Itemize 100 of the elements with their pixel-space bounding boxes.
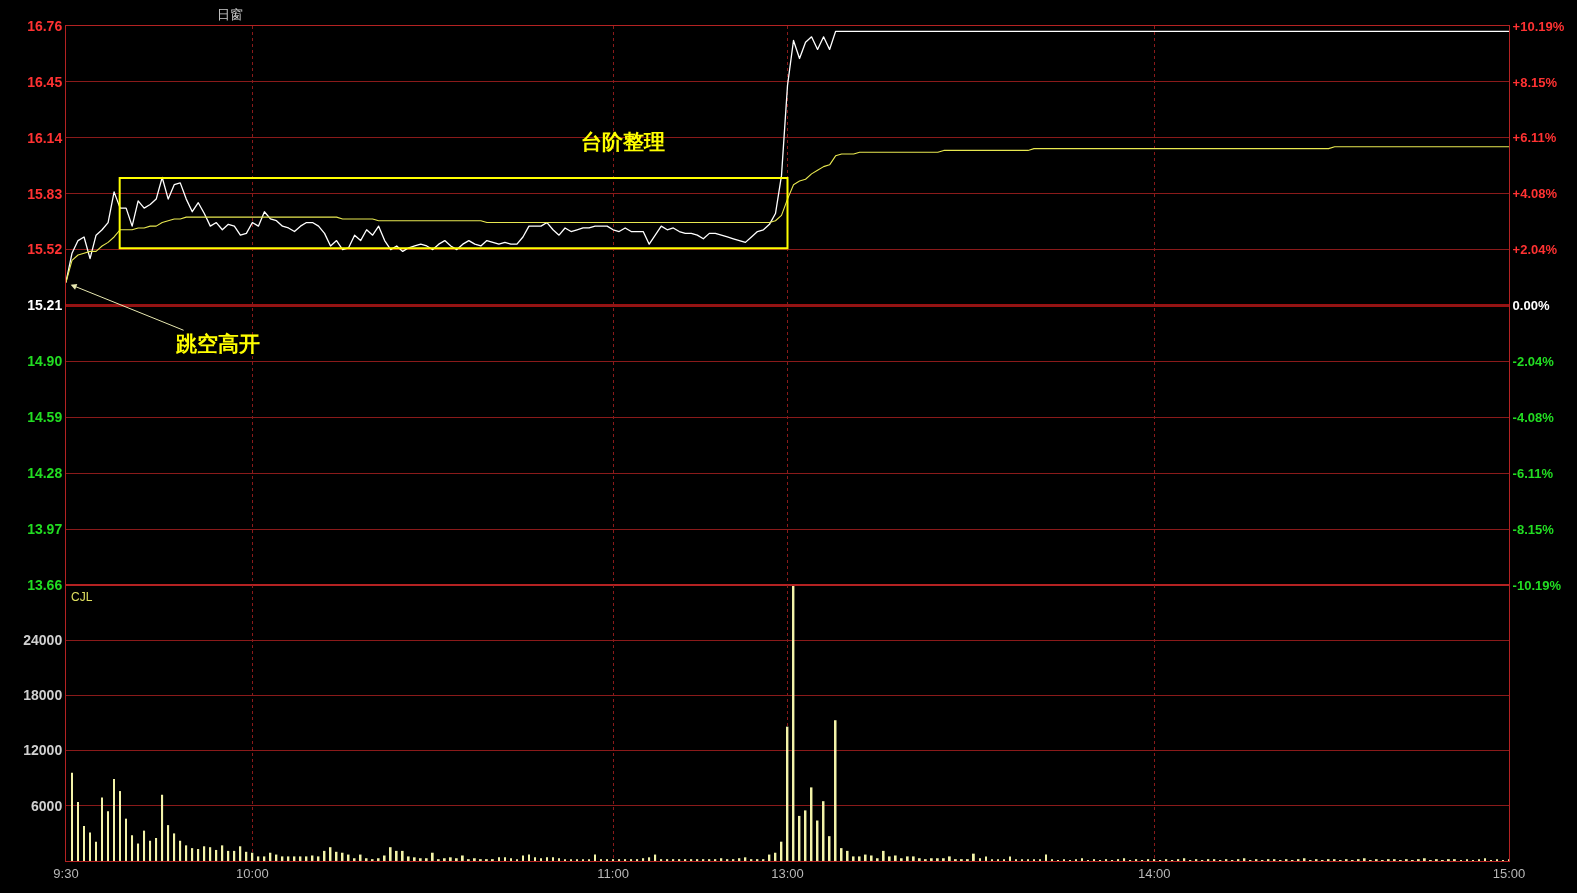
- bar: [906, 856, 909, 861]
- bar: [377, 858, 380, 861]
- bar: [888, 856, 891, 861]
- bar: [359, 854, 362, 861]
- y-tick-label: 24000: [23, 632, 63, 649]
- bar: [900, 858, 903, 861]
- bar: [864, 854, 867, 861]
- bar: [528, 854, 530, 861]
- bar: [185, 845, 188, 861]
- y-tick-label: 18000: [23, 687, 63, 704]
- bar: [1423, 858, 1426, 861]
- bar: [191, 848, 194, 861]
- bar: [281, 856, 284, 861]
- y2-tick-label: -8.15%: [1512, 521, 1555, 537]
- bar: [840, 848, 843, 861]
- x-tick-label: 14:00: [1137, 865, 1171, 881]
- text: CJL: [71, 590, 93, 604]
- bar: [209, 847, 212, 861]
- bar: [389, 847, 392, 861]
- bar: [1243, 858, 1246, 861]
- bar: [83, 826, 85, 861]
- bar: [167, 825, 170, 861]
- bar: [744, 857, 747, 861]
- x-tick-label: 13:00: [771, 865, 804, 881]
- bar: [431, 852, 434, 861]
- y-tick-label: 15.52: [27, 241, 63, 258]
- bar: [155, 838, 158, 861]
- bar: [1081, 858, 1084, 861]
- bar: [720, 858, 723, 861]
- x-tick-label: 9:30: [53, 865, 79, 881]
- bar: [413, 857, 416, 861]
- bar: [293, 856, 296, 861]
- bar: [1123, 858, 1126, 861]
- bar: [985, 856, 987, 861]
- y2-tick-label: +10.19%: [1512, 18, 1565, 34]
- bar: [894, 855, 897, 861]
- bar: [401, 850, 404, 861]
- bar: [834, 720, 837, 861]
- annotation: 台阶整理: [581, 130, 665, 154]
- bar: [305, 856, 308, 861]
- bar: [473, 858, 476, 861]
- bar: [89, 832, 91, 861]
- bar: [383, 855, 386, 861]
- y-tick-label: 16.76: [27, 17, 63, 34]
- bar: [912, 856, 915, 861]
- y2-tick-label: -6.11%: [1512, 465, 1554, 481]
- bar: [504, 857, 506, 861]
- bar: [558, 858, 560, 861]
- bar: [143, 830, 146, 861]
- bar: [876, 858, 879, 861]
- x-tick-label: 15:00: [1492, 865, 1526, 881]
- bar: [540, 858, 542, 861]
- bar: [948, 856, 951, 861]
- bar: [1045, 854, 1047, 861]
- bar: [870, 855, 873, 861]
- bar: [257, 856, 260, 861]
- bar: [979, 858, 981, 861]
- bar: [942, 858, 945, 861]
- bar: [648, 857, 651, 861]
- bar: [131, 835, 134, 861]
- y-tick-label: 12000: [23, 742, 63, 759]
- bar: [299, 856, 302, 861]
- y-tick-label: 14.28: [27, 465, 63, 482]
- bar: [365, 858, 368, 861]
- bar: [594, 854, 596, 861]
- bar: [149, 840, 152, 861]
- bar: [311, 855, 314, 861]
- bar: [161, 794, 164, 861]
- y-tick-label: 15.83: [27, 185, 63, 202]
- y-tick-label: 14.59: [27, 409, 63, 426]
- bar: [71, 772, 73, 861]
- bar: [317, 856, 320, 861]
- bar: [972, 853, 975, 861]
- y2-tick-label: +8.15%: [1512, 74, 1558, 90]
- y-tick-label: 6000: [31, 797, 63, 814]
- annotation: 跳空高开: [175, 332, 260, 356]
- bar: [449, 857, 452, 861]
- y-tick-label: 14.90: [27, 353, 63, 370]
- y-tick-label: 16.45: [27, 73, 63, 90]
- bar: [642, 858, 645, 861]
- y-tick-label: 16.14: [27, 129, 63, 146]
- bar: [1484, 858, 1486, 861]
- y-tick-label: 15.21: [27, 297, 63, 314]
- bar: [197, 849, 200, 861]
- bar: [221, 845, 224, 861]
- bar: [1009, 856, 1011, 861]
- y2-tick-label: -4.08%: [1512, 409, 1555, 425]
- bar: [95, 841, 97, 861]
- bar: [510, 858, 512, 861]
- bar: [522, 855, 524, 861]
- bar: [1183, 858, 1186, 861]
- y2-tick-label: +2.04%: [1512, 242, 1558, 258]
- y2-tick-label: +6.11%: [1512, 130, 1557, 146]
- bar: [119, 791, 122, 861]
- x-tick-label: 11:00: [597, 865, 629, 881]
- bar: [738, 858, 741, 861]
- bar: [1363, 858, 1366, 861]
- bar: [239, 846, 242, 861]
- bar: [77, 802, 79, 861]
- bar: [203, 846, 206, 861]
